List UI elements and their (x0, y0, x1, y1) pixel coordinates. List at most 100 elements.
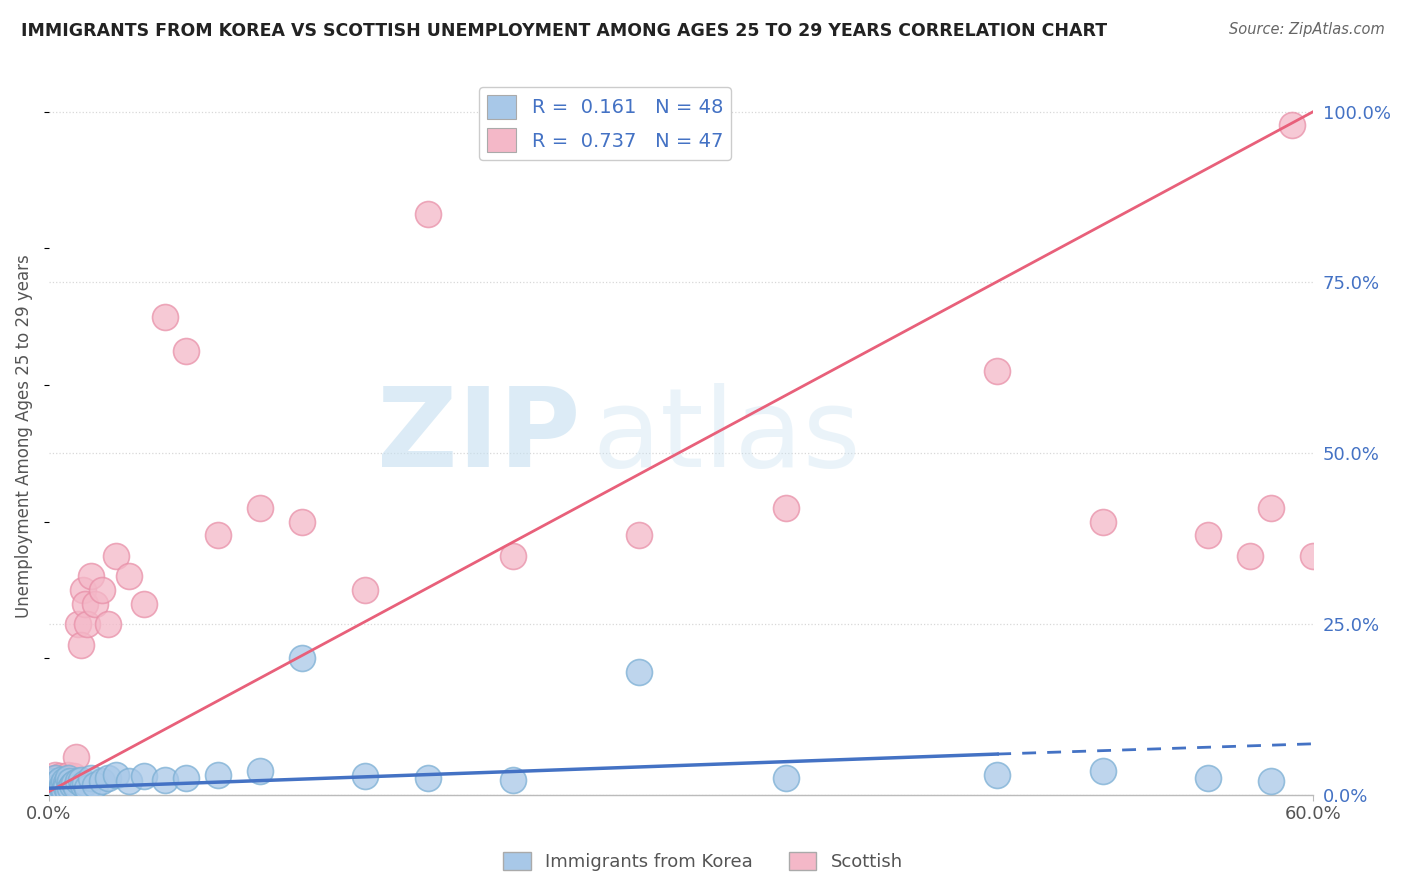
Point (51, 781, 73, 796)
Point (1091, 515, 1114, 529)
Point (627, 528, 650, 542)
Point (418, 771, 440, 785)
Point (174, 343, 197, 358)
Point (52, 774, 75, 789)
Point (80, 771, 103, 785)
Point (39, 778, 62, 792)
Text: atlas: atlas (592, 383, 860, 490)
Point (418, 207, 440, 221)
Point (48, 780, 70, 794)
Point (84, 597, 107, 611)
Point (67, 617, 90, 632)
Point (76, 617, 98, 632)
Point (97, 771, 120, 785)
Point (775, 501, 797, 516)
Point (59, 771, 82, 785)
Point (65, 780, 87, 794)
Point (48, 772, 70, 787)
Point (48, 784, 70, 798)
Point (502, 772, 524, 787)
Point (42, 771, 65, 785)
Point (56, 767, 79, 781)
Point (76, 781, 98, 796)
Point (42, 778, 65, 792)
Point (60, 774, 83, 789)
Point (90, 582, 112, 597)
Point (55, 776, 77, 790)
Point (627, 665, 650, 679)
Point (132, 769, 155, 783)
Point (51, 778, 73, 792)
Point (52, 782, 75, 797)
Point (44, 767, 66, 781)
Point (132, 597, 155, 611)
Point (73, 597, 96, 611)
Legend: R =  0.161   N = 48, R =  0.737   N = 47: R = 0.161 N = 48, R = 0.737 N = 47 (479, 87, 731, 160)
Point (105, 549, 128, 563)
Point (1197, 771, 1219, 785)
Point (65, 750, 87, 764)
Point (55, 780, 77, 794)
Point (1260, 501, 1282, 516)
Point (174, 771, 197, 785)
Point (354, 582, 377, 597)
Point (354, 769, 377, 783)
Point (291, 515, 314, 529)
Point (986, 364, 1008, 378)
Point (153, 772, 176, 787)
Point (44, 771, 66, 785)
Point (90, 774, 112, 789)
Point (249, 501, 271, 516)
Point (72, 778, 94, 792)
Point (59, 781, 82, 796)
Point (1197, 528, 1219, 542)
Point (207, 767, 229, 781)
Point (69, 638, 91, 652)
Point (46, 776, 69, 790)
Point (84, 778, 107, 792)
Point (1281, 118, 1303, 132)
Point (46, 780, 69, 794)
Point (105, 767, 128, 781)
Point (44, 782, 66, 797)
Point (63, 776, 86, 790)
Point (118, 569, 141, 583)
Point (80, 569, 103, 583)
Point (44, 781, 66, 796)
Point (1260, 774, 1282, 789)
Point (249, 764, 271, 779)
Point (502, 549, 524, 563)
Point (56, 784, 79, 798)
Point (207, 528, 229, 542)
Point (73, 776, 96, 790)
Point (1091, 764, 1114, 779)
Point (46, 778, 69, 792)
Text: Source: ZipAtlas.com: Source: ZipAtlas.com (1229, 22, 1385, 37)
Point (39, 774, 62, 789)
Point (1302, 549, 1324, 563)
Point (72, 582, 94, 597)
Text: IMMIGRANTS FROM KOREA VS SCOTTISH UNEMPLOYMENT AMONG AGES 25 TO 29 YEARS CORRELA: IMMIGRANTS FROM KOREA VS SCOTTISH UNEMPL… (21, 22, 1107, 40)
Legend: Immigrants from Korea, Scottish: Immigrants from Korea, Scottish (496, 845, 910, 879)
Point (46, 771, 69, 785)
Point (42, 781, 65, 796)
Point (55, 774, 77, 789)
Point (42, 774, 65, 789)
Point (69, 772, 91, 787)
Point (97, 617, 120, 632)
Point (291, 651, 314, 665)
Point (1239, 549, 1261, 563)
Point (48, 769, 70, 783)
Point (986, 767, 1008, 781)
Point (52, 771, 75, 785)
Point (60, 778, 83, 792)
Point (118, 774, 141, 789)
Point (59, 774, 82, 789)
Point (51, 778, 73, 792)
Point (51, 774, 73, 789)
Text: ZIP: ZIP (377, 383, 581, 490)
Point (56, 771, 79, 785)
Point (153, 310, 176, 324)
Point (775, 771, 797, 785)
Point (67, 774, 90, 789)
